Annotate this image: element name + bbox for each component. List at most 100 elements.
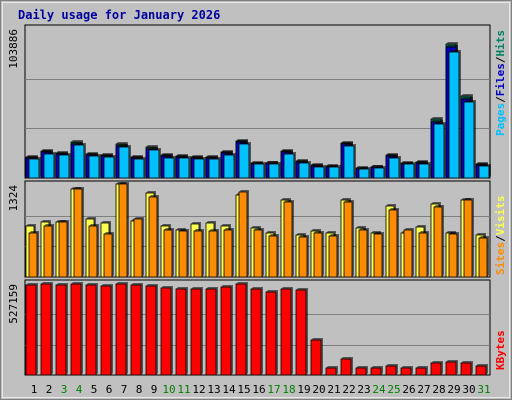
- x-tick-label: 18: [282, 383, 295, 396]
- bar-kbytes-shadow: [71, 282, 83, 375]
- bar-pages-shadow: [89, 154, 101, 178]
- bar-kbytes-face: [475, 365, 487, 376]
- bar-kbytes-face: [25, 284, 37, 376]
- bar-kbytes: [70, 282, 83, 376]
- bar-kbytes-face: [220, 286, 232, 376]
- bar-kbytes: [250, 287, 263, 376]
- bar-kbytes-face: [160, 287, 172, 376]
- bar-sites-face: [328, 235, 338, 278]
- bar-sites: [463, 198, 474, 278]
- bar-kbytes-face: [445, 361, 457, 376]
- bar-pages: [463, 100, 476, 179]
- bar-sites-face: [373, 233, 383, 278]
- bar-pages-face: [103, 156, 115, 179]
- bar-sites-face: [283, 201, 293, 278]
- bar-pages: [328, 165, 341, 179]
- bar-sites: [283, 200, 294, 278]
- bar-kbytes-shadow: [386, 364, 398, 375]
- bar-pages-shadow: [239, 142, 251, 178]
- bar-kbytes-face: [370, 367, 382, 376]
- bar-kbytes: [475, 364, 488, 376]
- bar-pages: [178, 156, 191, 179]
- bar-kbytes-face: [130, 284, 142, 376]
- bar-kbytes-shadow: [206, 287, 218, 375]
- bar-kbytes-shadow: [476, 364, 488, 375]
- bar-pages-face: [463, 101, 475, 179]
- bar-kbytes-face: [250, 288, 262, 376]
- x-tick-label: 20: [312, 383, 325, 396]
- panel-kbytes-max-label: 527159: [7, 284, 20, 324]
- bar-pages-face: [328, 166, 340, 179]
- bar-pages-face: [148, 149, 160, 179]
- chart-title: Daily usage for January 2026: [18, 8, 221, 22]
- bar-kbytes-face: [85, 284, 97, 376]
- bar-pages-face: [388, 157, 400, 179]
- bar-pages: [238, 142, 251, 179]
- bar-sites-face: [193, 230, 203, 278]
- bar-sites: [223, 228, 234, 278]
- bar-pages-face: [418, 163, 430, 179]
- bar-kbytes-shadow: [461, 361, 473, 375]
- bar-sites: [28, 231, 39, 278]
- bar-kbytes: [460, 361, 473, 376]
- bar-kbytes: [25, 283, 38, 376]
- bar-pages: [313, 165, 326, 179]
- bar-pages-shadow: [134, 157, 146, 178]
- bar-pages-face: [178, 157, 190, 179]
- x-tick-label: 6: [106, 383, 113, 396]
- bar-pages-face: [28, 158, 40, 179]
- bar-kbytes: [190, 287, 203, 376]
- bar-kbytes: [130, 283, 143, 376]
- bar-kbytes-shadow: [176, 287, 188, 375]
- bar-pages-face: [268, 163, 280, 179]
- bar-sites-face: [313, 232, 323, 278]
- bar-kbytes-shadow: [86, 283, 98, 375]
- bar-sites-face: [343, 201, 353, 278]
- x-axis-labels: 1 2 3 4 5 6 7 8 9 10 11 12 13 14 15 16 17 18 19 20 21 22 23 24 2…: [31, 383, 491, 396]
- bar-pages-shadow: [59, 153, 71, 178]
- panel-traffic-plot-area: [24, 24, 491, 179]
- bar-kbytes: [85, 283, 98, 376]
- bar-sites: [208, 229, 219, 278]
- legend-separator: /: [494, 56, 507, 63]
- bar-sites: [178, 229, 189, 278]
- bar-pages-face: [223, 154, 235, 179]
- bar-pages-face: [193, 158, 205, 179]
- bar-pages-face: [373, 167, 385, 179]
- bar-kbytes-face: [235, 283, 247, 376]
- bar-kbytes: [145, 284, 158, 376]
- bar-pages-face: [403, 163, 415, 179]
- bar-sites-face: [403, 229, 413, 278]
- bar-sites: [133, 217, 144, 278]
- bar-pages-shadow: [44, 152, 56, 178]
- bar-sites: [268, 234, 279, 278]
- bar-sites: [433, 205, 444, 278]
- x-tick-label: 3: [61, 383, 68, 396]
- x-tick-label: 12: [192, 383, 205, 396]
- bar-sites: [103, 232, 114, 278]
- x-tick-label: 21: [327, 383, 340, 396]
- bar-sites: [43, 224, 54, 278]
- x-tick-label: 30: [462, 383, 475, 396]
- bar-pages-shadow: [434, 122, 446, 178]
- bar-sites: [388, 208, 399, 278]
- bar-pages-face: [73, 144, 85, 179]
- bar-kbytes-face: [205, 288, 217, 376]
- bar-kbytes-shadow: [41, 282, 53, 375]
- bar-sites-face: [43, 225, 53, 278]
- x-tick-label: 15: [237, 383, 250, 396]
- bar-kbytes-face: [310, 339, 322, 376]
- bar-kbytes: [355, 366, 368, 376]
- bar-pages-shadow: [284, 152, 296, 178]
- bar-sites: [403, 228, 414, 278]
- bar-kbytes-face: [115, 283, 127, 376]
- bar-pages-face: [433, 123, 445, 179]
- bar-pages-shadow: [464, 100, 476, 178]
- bar-sites: [253, 228, 264, 278]
- bar-pages: [73, 143, 86, 179]
- bar-kbytes: [445, 360, 458, 376]
- bar-kbytes-face: [280, 288, 292, 376]
- bar-pages: [478, 164, 491, 179]
- panel-traffic-max-label: 103886: [7, 29, 20, 69]
- bar-pages: [388, 156, 401, 179]
